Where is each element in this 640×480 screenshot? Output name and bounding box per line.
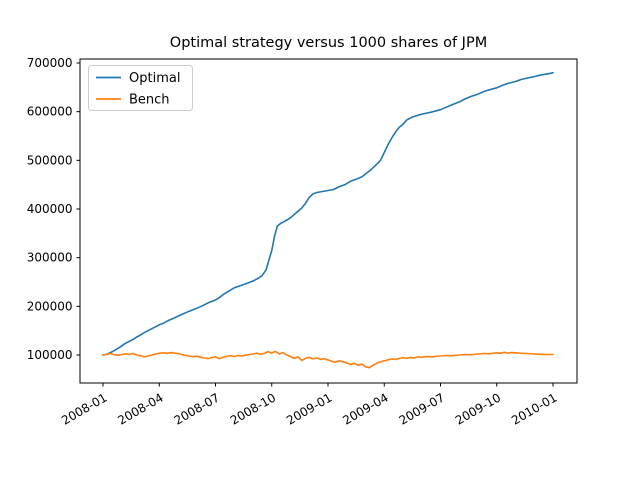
y-tick-label: 200000 [27,299,73,313]
legend-bench-label: Bench [129,93,170,108]
y-tick-label: 300000 [27,251,73,265]
y-tick-label: 700000 [27,56,73,70]
axes-frame [79,58,578,384]
y-tick-label: 600000 [27,105,73,119]
optimal-series-line [102,71,554,356]
y-tick-label: 100000 [27,348,73,362]
chart-title: Optimal strategy versus 1000 shares of J… [170,35,487,51]
y-tick-label: 500000 [27,153,73,167]
legend-optimal-label: Optimal [129,71,180,86]
bench-series-line [102,350,554,369]
y-tick-label: 400000 [27,202,73,216]
